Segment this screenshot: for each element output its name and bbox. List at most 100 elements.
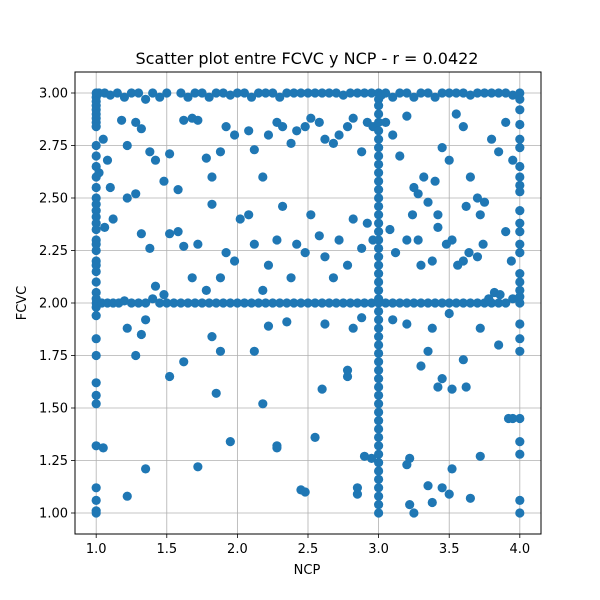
data-point bbox=[472, 298, 483, 308]
data-point bbox=[102, 155, 113, 165]
data-point bbox=[122, 491, 132, 501]
data-point bbox=[193, 115, 203, 125]
data-point bbox=[374, 466, 384, 476]
data-point bbox=[201, 285, 211, 295]
data-point bbox=[310, 298, 320, 308]
data-point bbox=[249, 239, 259, 249]
data-point bbox=[451, 298, 461, 308]
data-point bbox=[475, 323, 485, 333]
data-point bbox=[374, 416, 384, 426]
data-point bbox=[136, 229, 146, 239]
data-point bbox=[374, 298, 384, 308]
data-point bbox=[193, 239, 203, 249]
data-point bbox=[232, 88, 242, 98]
data-point bbox=[508, 413, 518, 424]
data-point bbox=[444, 489, 454, 499]
data-point bbox=[282, 88, 292, 98]
x-tick-label: 3.5 bbox=[439, 542, 460, 557]
data-point bbox=[183, 92, 193, 102]
data-point bbox=[314, 231, 324, 241]
data-point bbox=[433, 222, 443, 232]
data-point bbox=[515, 319, 525, 329]
data-point bbox=[407, 210, 418, 220]
data-point bbox=[388, 92, 398, 102]
data-point bbox=[515, 218, 525, 228]
data-point bbox=[91, 239, 101, 249]
data-point bbox=[390, 248, 401, 258]
data-point bbox=[465, 298, 475, 308]
data-point bbox=[331, 298, 341, 308]
data-point bbox=[515, 413, 525, 424]
data-point bbox=[246, 92, 257, 102]
data-point bbox=[225, 90, 235, 100]
data-point bbox=[253, 88, 264, 98]
data-point bbox=[249, 346, 259, 356]
data-point bbox=[133, 298, 144, 308]
data-point bbox=[282, 317, 292, 327]
data-point bbox=[331, 88, 341, 98]
x-tick-label: 4.0 bbox=[509, 542, 530, 557]
y-tick-label: 1.25 bbox=[39, 454, 68, 469]
data-point bbox=[385, 224, 395, 235]
data-point bbox=[141, 94, 151, 104]
data-point bbox=[215, 273, 226, 283]
data-point bbox=[179, 357, 189, 367]
data-point bbox=[374, 260, 384, 270]
y-tick-label: 2.50 bbox=[39, 192, 68, 207]
data-point bbox=[437, 483, 447, 493]
data-point bbox=[352, 298, 363, 308]
data-point bbox=[357, 147, 367, 157]
data-point bbox=[303, 88, 313, 98]
data-point bbox=[381, 88, 391, 98]
data-point bbox=[374, 126, 384, 136]
data-point bbox=[374, 441, 384, 451]
data-point bbox=[190, 88, 200, 98]
data-point bbox=[258, 285, 268, 295]
data-point bbox=[405, 453, 415, 463]
data-point bbox=[211, 298, 221, 308]
data-point bbox=[374, 491, 384, 501]
data-point bbox=[348, 113, 358, 123]
data-point bbox=[229, 256, 240, 266]
data-point bbox=[204, 298, 214, 308]
data-point bbox=[289, 88, 299, 98]
data-point bbox=[472, 88, 483, 98]
data-point bbox=[494, 298, 504, 308]
data-point bbox=[292, 126, 302, 136]
data-point bbox=[112, 88, 122, 98]
data-point bbox=[239, 298, 250, 308]
data-point bbox=[282, 298, 292, 308]
data-point bbox=[402, 111, 412, 121]
data-point bbox=[374, 210, 384, 220]
data-point bbox=[515, 161, 525, 172]
y-tick-label: 1.75 bbox=[39, 349, 68, 364]
data-point bbox=[374, 315, 384, 325]
data-point bbox=[91, 140, 101, 151]
data-point bbox=[306, 113, 316, 123]
data-point bbox=[91, 390, 101, 400]
data-point bbox=[176, 298, 186, 308]
data-point bbox=[91, 399, 101, 409]
data-point bbox=[131, 350, 141, 361]
data-point bbox=[402, 319, 412, 329]
data-point bbox=[136, 329, 146, 340]
data-point bbox=[515, 346, 525, 356]
data-point bbox=[105, 182, 115, 193]
y-tick-label: 2.75 bbox=[39, 139, 68, 154]
data-point bbox=[131, 189, 141, 199]
data-point bbox=[472, 193, 483, 203]
data-point bbox=[91, 218, 101, 228]
data-point bbox=[207, 332, 217, 342]
data-point bbox=[447, 464, 457, 474]
data-point bbox=[122, 193, 132, 203]
data-point bbox=[289, 298, 299, 308]
data-point bbox=[374, 277, 384, 287]
data-point bbox=[218, 88, 228, 98]
data-point bbox=[515, 285, 525, 295]
x-tick-label: 1.0 bbox=[86, 542, 107, 557]
data-point bbox=[165, 149, 175, 159]
data-point bbox=[268, 88, 278, 98]
data-point bbox=[501, 88, 511, 98]
data-point bbox=[515, 334, 525, 344]
